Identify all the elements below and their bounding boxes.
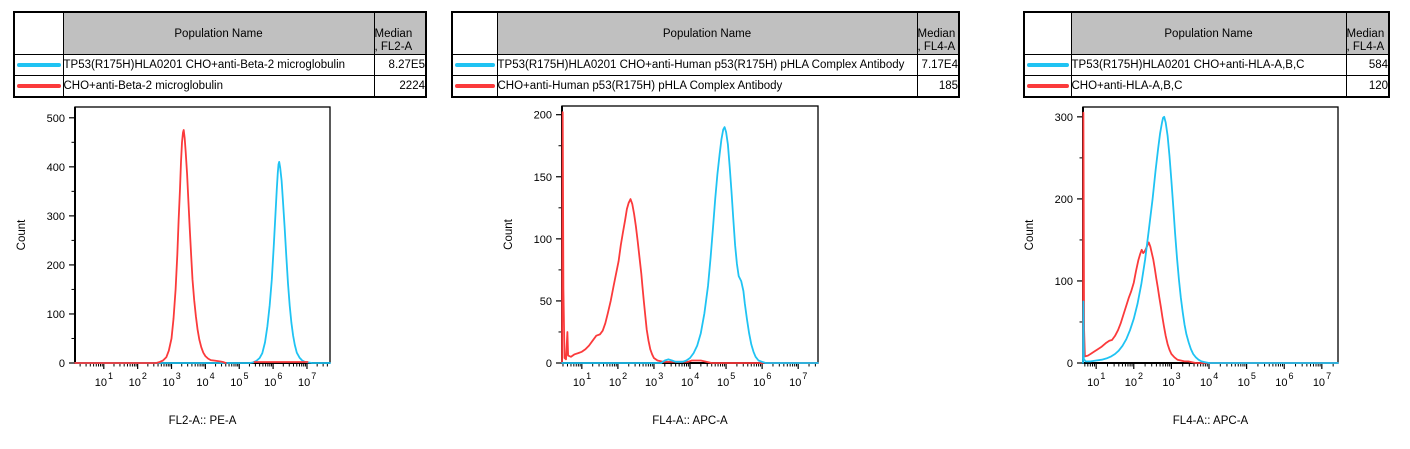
- series-curve-2: [74, 129, 227, 364]
- x-tick-label: 106: [753, 371, 771, 389]
- y-axis-ticks: 0 100 200 300 400 500: [47, 113, 75, 370]
- y-tick-label: 0: [546, 358, 552, 370]
- y-tick-label: 150: [534, 172, 552, 184]
- plot-frame: [561, 105, 819, 364]
- table-row: CHO+anti-Beta-2 microglobulin 2224: [13, 75, 427, 98]
- x-tick-label: 104: [681, 371, 699, 389]
- population-name: TP53(R175H)HLA0201 CHO+anti-HLA-A,B,C: [1070, 54, 1347, 76]
- series-curve-1: [1082, 111, 1339, 364]
- y-tick-label: 200: [47, 260, 65, 272]
- table-row: TP53(R175H)HLA0201 CHO+anti-HLA-A,B,C 58…: [1023, 54, 1390, 76]
- x-tick-label: 101: [1087, 371, 1105, 389]
- x-tick-label: 105: [717, 371, 735, 389]
- y-tick-label: 300: [1055, 112, 1073, 124]
- population-name: TP53(R175H)HLA0201 CHO+anti-Beta-2 micro…: [62, 54, 375, 76]
- histogram-plot-2: 101 102 103 104 105 106 107 0 50 100 150 200FL4-A::…: [503, 105, 819, 427]
- y-axis-title: Count: [1024, 219, 1036, 250]
- median-header-line2: , FL2-A: [374, 41, 413, 53]
- x-tick-label: 103: [1162, 371, 1180, 389]
- series-color-swatch: [1027, 84, 1069, 88]
- y-tick-label: 100: [1055, 276, 1073, 288]
- x-tick-label: 101: [573, 371, 591, 389]
- x-tick-label: 102: [1125, 371, 1143, 389]
- x-tick-label: 105: [1238, 371, 1256, 389]
- y-tick-label: 300: [47, 211, 65, 223]
- median-value: 2224: [373, 75, 427, 98]
- median-header-line2: , FL4-A: [917, 41, 956, 53]
- y-axis-title: Count: [503, 218, 515, 249]
- y-tick-label: 0: [59, 358, 65, 370]
- series-color-swatch: [455, 63, 495, 67]
- swatch-header-cell: [451, 11, 498, 55]
- series-color-swatch: [455, 84, 495, 88]
- series-curve-1: [561, 111, 819, 364]
- median-value: 7.17E4: [916, 54, 960, 76]
- table-row: CHO+anti-HLA-A,B,C 120: [1023, 75, 1390, 98]
- x-tick-label: 103: [163, 371, 181, 389]
- median-header-line1: Median: [1346, 28, 1385, 40]
- y-axis-ticks: 0 100 200 300: [1055, 112, 1083, 370]
- population-name-header: Population Name: [496, 11, 918, 55]
- x-tick-label: 102: [609, 371, 627, 389]
- y-axis-ticks: 0 50 100 150 200: [534, 110, 562, 370]
- x-axis-title: FL4-A:: APC-A: [1173, 415, 1249, 427]
- y-tick-label: 400: [47, 162, 65, 174]
- x-axis-ticks: 101 102 103 104 105 106 107: [562, 363, 816, 389]
- median-header-line2: , FL4-A: [1346, 41, 1385, 53]
- x-axis-title: FL4-A:: APC-A: [652, 415, 728, 427]
- x-tick-label: 104: [1200, 371, 1218, 389]
- y-tick-label: 500: [47, 113, 65, 125]
- median-value: 120: [1345, 75, 1390, 98]
- x-tick-label: 107: [1313, 371, 1331, 389]
- population-name: TP53(R175H)HLA0201 CHO+anti-Human p53(R1…: [496, 54, 918, 76]
- x-tick-label: 101: [95, 371, 113, 389]
- population-table-3: Population Name Median, FL4-A TP53(R175H…: [1023, 11, 1390, 98]
- median-header: Median, FL4-A: [916, 11, 960, 55]
- median-header: Median, FL4-A: [1345, 11, 1390, 55]
- median-header-line1: Median: [374, 28, 413, 40]
- population-name: CHO+anti-HLA-A,B,C: [1070, 75, 1347, 98]
- histogram-plot-1: 101 102 103 104 105 106 107 0 100 200 300 400 500 FL2…: [16, 106, 331, 427]
- y-tick-label: 200: [1055, 194, 1073, 206]
- median-header-line1: Median: [917, 28, 956, 40]
- y-tick-label: 100: [534, 234, 552, 246]
- x-tick-label: 102: [129, 371, 147, 389]
- median-value: 185: [916, 75, 960, 98]
- series-curve-2: [561, 126, 819, 364]
- table-row: TP53(R175H)HLA0201 CHO+anti-Human p53(R1…: [451, 54, 960, 76]
- population-table-2: Population Name Median, FL4-A TP53(R175H…: [451, 11, 960, 98]
- x-tick-label: 106: [264, 371, 282, 389]
- y-tick-label: 200: [534, 110, 552, 122]
- series-color-swatch: [17, 84, 61, 88]
- series-color-swatch: [1027, 63, 1069, 67]
- series-color-swatch: [17, 63, 61, 67]
- median-value: 584: [1345, 54, 1390, 76]
- population-name: CHO+anti-Human p53(R175H) pHLA Complex A…: [496, 75, 918, 98]
- y-tick-label: 50: [540, 296, 552, 308]
- x-tick-label: 103: [645, 371, 663, 389]
- x-tick-label: 105: [230, 371, 248, 389]
- x-tick-label: 107: [789, 371, 807, 389]
- population-table-1: Population Name Median, FL2-A TP53(R175H…: [13, 11, 427, 98]
- population-name: CHO+anti-Beta-2 microglobulin: [62, 75, 375, 98]
- x-tick-label: 104: [196, 371, 214, 389]
- x-tick-label: 107: [298, 371, 316, 389]
- x-tick-label: 106: [1275, 371, 1293, 389]
- x-axis-ticks: 101 102 103 104 105 106 107: [79, 363, 328, 389]
- series-curve-2: [1082, 115, 1339, 364]
- median-header: Median, FL2-A: [373, 11, 427, 55]
- x-axis-title: FL2-A:: PE-A: [169, 415, 237, 427]
- y-axis-title: Count: [16, 219, 28, 250]
- series-curve-1: [74, 161, 331, 364]
- median-value: 8.27E5: [373, 54, 427, 76]
- table-row: TP53(R175H)HLA0201 CHO+anti-Beta-2 micro…: [13, 54, 427, 76]
- y-tick-label: 100: [47, 309, 65, 321]
- y-tick-label: 0: [1067, 358, 1073, 370]
- table-row: CHO+anti-Human p53(R175H) pHLA Complex A…: [451, 75, 960, 98]
- x-axis-ticks: 101 102 103 104 105 106 107: [1084, 363, 1334, 389]
- plot-frame: [1082, 106, 1339, 364]
